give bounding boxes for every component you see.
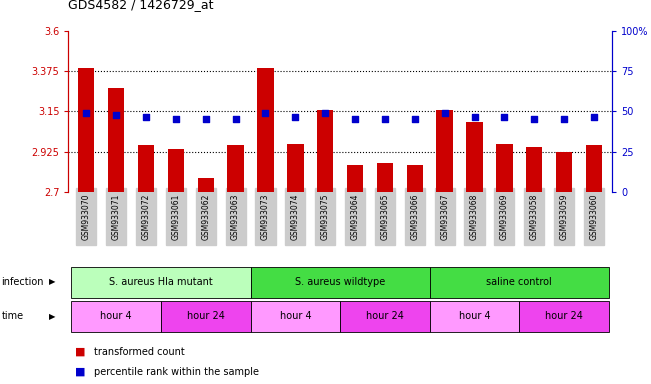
Bar [436,109,453,192]
Bar [556,152,572,192]
FancyBboxPatch shape [519,301,609,332]
Bar [317,109,333,192]
Bar [287,144,303,192]
Bar [227,146,244,192]
Text: ■: ■ [75,346,85,357]
Text: S. aureus Hla mutant: S. aureus Hla mutant [109,276,213,286]
FancyBboxPatch shape [161,301,251,332]
Bar [197,178,214,192]
FancyBboxPatch shape [251,301,340,332]
FancyBboxPatch shape [340,301,430,332]
Point [171,116,181,122]
Point [141,114,151,120]
Bar [108,88,124,192]
Text: S. aureus wildtype: S. aureus wildtype [295,276,385,286]
FancyBboxPatch shape [251,266,430,298]
Point [350,116,360,122]
Bar [347,165,363,192]
Bar [586,146,602,192]
Text: percentile rank within the sample: percentile rank within the sample [94,366,259,377]
Text: hour 24: hour 24 [366,311,404,321]
Text: hour 4: hour 4 [100,311,132,321]
Text: ■: ■ [75,366,85,377]
Text: ▶: ▶ [49,311,55,321]
FancyBboxPatch shape [72,266,251,298]
Bar [138,146,154,192]
FancyBboxPatch shape [72,301,161,332]
Point [469,114,480,120]
Text: GDS4582 / 1426729_at: GDS4582 / 1426729_at [68,0,214,12]
Bar [407,165,423,192]
Point [290,114,301,120]
FancyBboxPatch shape [430,301,519,332]
Text: infection: infection [1,276,44,286]
Bar [496,144,512,192]
Point [380,116,390,122]
Text: saline control: saline control [486,276,552,286]
Point [499,114,510,120]
Bar [377,163,393,192]
Text: ▶: ▶ [49,277,55,286]
Text: hour 4: hour 4 [459,311,490,321]
Bar [168,149,184,192]
Point [529,116,540,122]
Text: time: time [1,311,23,321]
Point [201,116,211,122]
Point [111,112,121,118]
Point [230,116,241,122]
Text: hour 4: hour 4 [279,311,311,321]
Text: transformed count: transformed count [94,346,185,357]
Bar [466,122,483,192]
Point [409,116,420,122]
FancyBboxPatch shape [430,266,609,298]
Text: hour 24: hour 24 [187,311,225,321]
Point [81,110,92,116]
Point [320,110,331,116]
Point [559,116,570,122]
Point [439,110,450,116]
Point [260,110,271,116]
Bar [78,68,94,192]
Bar [526,147,542,192]
Point [589,114,599,120]
Bar [257,68,273,192]
Text: hour 24: hour 24 [546,311,583,321]
